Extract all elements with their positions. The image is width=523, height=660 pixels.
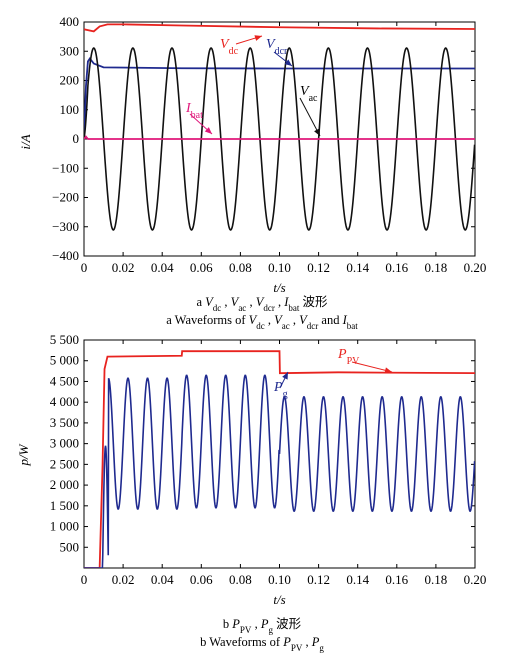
x-tick-label: 0.02 [112,260,135,275]
y-tick-label: 3 500 [50,415,79,430]
y-tick-label: 200 [60,73,80,88]
series-line-p-g [84,374,475,568]
series-line-p-pv [84,350,475,568]
y-axis-label: p/W [16,443,31,466]
series-line-i-bat [84,135,475,140]
annotation-arrowhead [204,127,212,134]
caption-cn-a: a Vdc , Vac , Vdcr , Ibat 波形 [196,295,328,313]
y-tick-label: 4 500 [50,373,79,388]
y-tick-label: 5 000 [50,353,79,368]
annotation-arrowhead [314,128,320,136]
x-tick-label: 0.14 [346,260,369,275]
x-tick-label: 0 [81,260,88,275]
x-tick-label: 0.16 [385,572,408,587]
x-tick-label: 0.02 [112,572,135,587]
series-line-v-ac [84,47,475,231]
series-label-p-pv: PPV [337,347,360,367]
x-tick-label: 0.14 [346,572,369,587]
plot-1: 0 0.02 0.04 0.06 0.08 0.10 0.12 0.14 0.16 0.18 0.2… [18,14,486,295]
series-line-v-dc [84,23,475,33]
series-line-v-dcr [84,57,475,140]
y-tick-label: −300 [52,219,79,234]
x-tick-label: 0.04 [151,572,174,587]
series-label-v-dc: Vdc [220,37,239,57]
y-tick-label: 3 000 [50,436,79,451]
x-tick-label: 0.20 [464,260,487,275]
y-tick-label: 1 500 [50,498,79,513]
x-tick-label: 0.10 [268,260,291,275]
caption-cn-b: b PPV , Pg 波形 [223,617,302,635]
y-tick-label: 1 000 [50,519,79,534]
x-tick-label: 0.06 [190,572,213,587]
y-tick-label: 100 [60,102,80,117]
annotation-arrowhead [282,372,288,380]
caption-en-b: b Waveforms of PPV , Pg [200,635,324,653]
y-axis-label: i/A [18,134,33,149]
series-label-v-ac: Vac [300,84,318,104]
y-tick-label: 4 000 [50,394,79,409]
y-tick-label: −200 [52,190,79,205]
annotation-arrowhead [254,35,262,41]
caption-en-a: a Waveforms of Vdc , Vac , Vdcr and Ibat [166,313,358,331]
x-tick-label: 0.06 [190,260,213,275]
x-tick-label: 0.04 [151,260,174,275]
x-tick-label: 0.12 [307,260,330,275]
x-tick-label: 0.08 [229,260,252,275]
annotation-arrow [299,97,321,137]
series-label-p-g: Pg [273,380,288,400]
x-axis-label: t/s [273,280,285,295]
y-tick-label: −100 [52,160,79,175]
x-tick-label: 0.08 [229,572,252,587]
x-tick-label: 0.10 [268,572,291,587]
y-tick-label: 500 [60,539,80,554]
y-tick-label: 5 500 [50,332,79,347]
series-label-i-bat: Ibat [185,101,203,121]
x-tick-label: 0.16 [385,260,408,275]
series-label-v-dcr: Vdcr [266,37,288,57]
x-tick-label: 0.12 [307,572,330,587]
plot-2: 0 0.02 0.04 0.06 0.08 0.10 0.12 0.14 0.16 0.18 0.2… [16,332,486,607]
x-tick-label: 0.18 [425,572,448,587]
y-tick-label: 2 000 [50,477,79,492]
x-axis-label: t/s [273,592,285,607]
annotation-arrowhead [384,367,392,374]
y-tick-label: 2 500 [50,456,79,471]
annotation-arrowhead [284,59,292,66]
x-tick-label: 0.20 [464,572,487,587]
y-tick-label: −400 [52,248,79,263]
y-tick-label: 400 [60,14,80,29]
x-tick-label: 0.18 [425,260,448,275]
y-tick-label: 0 [73,131,80,146]
y-tick-label: 300 [60,43,80,58]
x-tick-label: 0 [81,572,88,587]
